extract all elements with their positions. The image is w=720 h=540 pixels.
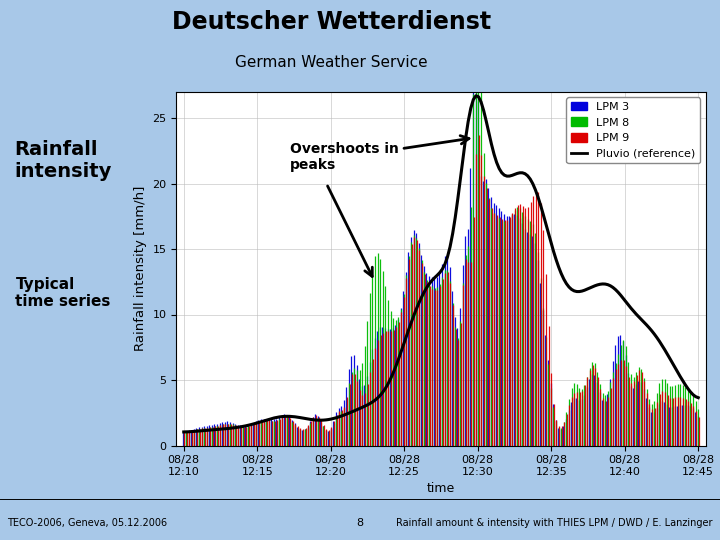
- Text: German Weather Service: German Weather Service: [235, 55, 428, 70]
- Text: Typical
time series: Typical time series: [16, 277, 111, 309]
- Y-axis label: Rainfall intensity [mm/h]: Rainfall intensity [mm/h]: [134, 186, 147, 352]
- Text: Rainfall
intensity: Rainfall intensity: [14, 140, 112, 181]
- Text: TECO-2006, Geneva, 05.12.2006: TECO-2006, Geneva, 05.12.2006: [7, 518, 167, 528]
- Text: Deutscher Wetterdienst: Deutscher Wetterdienst: [171, 10, 491, 34]
- Legend: LPM 3, LPM 8, LPM 9, Pluvio (reference): LPM 3, LPM 8, LPM 9, Pluvio (reference): [567, 97, 700, 164]
- Text: 8: 8: [356, 518, 364, 528]
- X-axis label: time: time: [427, 482, 455, 495]
- Text: Overshoots in
peaks: Overshoots in peaks: [289, 136, 469, 172]
- Text: Rainfall amount & intensity with THIES LPM / DWD / E. Lanzinger: Rainfall amount & intensity with THIES L…: [396, 518, 713, 528]
